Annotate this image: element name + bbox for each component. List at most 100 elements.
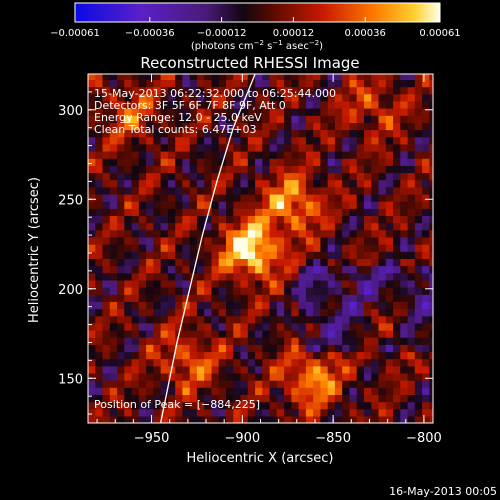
heatmap-cell — [138, 129, 147, 138]
heatmap-cell — [233, 179, 242, 188]
heatmap-cell — [334, 372, 343, 381]
heatmap-cell — [95, 265, 104, 274]
heatmap-cell — [240, 122, 249, 131]
heatmap-cell — [313, 415, 322, 423]
heatmap-cell — [356, 415, 365, 423]
heatmap-cell — [269, 122, 278, 131]
heatmap-cell — [233, 344, 242, 353]
heatmap-cell — [182, 308, 191, 317]
heatmap-cell — [160, 193, 169, 202]
heatmap-cell — [102, 86, 111, 95]
heatmap-cell — [204, 108, 213, 116]
heatmap-cell — [407, 272, 416, 281]
heatmap-cell — [269, 265, 278, 274]
heatmap-cell — [88, 165, 96, 174]
heatmap-cell — [196, 79, 205, 88]
heatmap-cell — [291, 351, 300, 360]
heatmap-cell — [153, 143, 162, 152]
heatmap-cell — [305, 129, 314, 138]
heatmap-cell — [124, 258, 133, 267]
heatmap-cell — [393, 351, 401, 360]
heatmap-cell — [305, 337, 314, 345]
heatmap-cell — [218, 143, 227, 152]
heatmap-cell — [298, 244, 307, 252]
heatmap-cell — [88, 201, 96, 209]
heatmap-cell — [356, 365, 365, 374]
heatmap-cell — [88, 158, 96, 166]
heatmap-cell — [247, 351, 256, 360]
heatmap-cell — [196, 100, 205, 109]
heatmap-cell — [349, 143, 358, 152]
heatmap-cell — [189, 315, 198, 324]
heatmap-cell — [298, 265, 307, 274]
heatmap-cell — [422, 74, 430, 80]
heatmap-cell — [407, 222, 416, 231]
heatmap-cell — [95, 229, 104, 238]
heatmap-cell — [291, 193, 300, 202]
y-tick-label: 200 — [58, 283, 83, 298]
heatmap-cell — [109, 151, 118, 159]
heatmap-cell — [356, 179, 365, 188]
heatmap-cell — [298, 251, 307, 259]
heatmap-cell — [313, 387, 322, 395]
heatmap-cell — [138, 258, 147, 267]
heatmap-cell — [320, 108, 329, 116]
heatmap-cell — [276, 322, 285, 331]
heatmap-cell — [109, 294, 118, 302]
heatmap-cell — [298, 122, 307, 131]
heatmap-cell — [284, 79, 292, 88]
heatmap-cell — [284, 315, 292, 324]
heatmap-cell — [102, 315, 111, 324]
heatmap-cell — [146, 229, 154, 238]
heatmap-cell — [233, 279, 242, 288]
heatmap-cell — [385, 265, 394, 274]
heatmap-cell — [393, 344, 401, 353]
heatmap-cell — [160, 100, 169, 109]
colorbar-unit-label: (photons cm−2 s−1 asec−2) — [191, 39, 323, 52]
heatmap-cell — [334, 151, 343, 159]
heatmap-cell — [240, 136, 249, 145]
heatmap-cell — [327, 415, 336, 423]
heatmap-cell — [233, 415, 242, 423]
heatmap-cell — [204, 215, 213, 224]
heatmap-cell — [117, 329, 125, 338]
heatmap-cell — [414, 136, 423, 145]
heatmap-cell — [218, 294, 227, 302]
heatmap-cell — [364, 136, 372, 145]
heatmap-cell — [138, 74, 147, 80]
heatmap-cell — [364, 93, 372, 102]
heatmap-cell — [393, 222, 401, 231]
heatmap-cell — [356, 122, 365, 131]
heatmap-cell — [204, 294, 213, 302]
heatmap-cell — [240, 236, 249, 245]
heatmap-cell — [117, 294, 125, 302]
heatmap-cell — [364, 251, 372, 259]
heatmap-cell — [153, 337, 162, 345]
heatmap-cell — [160, 129, 169, 138]
heatmap-cell — [385, 415, 394, 423]
heatmap-cell — [371, 279, 380, 288]
heatmap-cell — [407, 129, 416, 138]
heatmap-cell — [167, 279, 176, 288]
heatmap-cell — [160, 344, 169, 353]
heatmap-cell — [284, 74, 292, 80]
heatmap-cell — [313, 258, 322, 267]
heatmap-cell — [356, 136, 365, 145]
heatmap-cell — [175, 158, 184, 166]
heatmap-cell — [334, 258, 343, 267]
heatmap-cell — [400, 186, 409, 195]
heatmap-cell — [400, 201, 409, 209]
heatmap-cell — [313, 151, 322, 159]
heatmap-cell — [284, 337, 292, 345]
heatmap-cell — [182, 100, 191, 109]
heatmap-cell — [124, 143, 133, 152]
heatmap-cell — [349, 136, 358, 145]
heatmap-cell — [109, 415, 118, 423]
heatmap-cell — [276, 122, 285, 131]
heatmap-cell — [305, 151, 314, 159]
heatmap-cell — [146, 108, 154, 116]
heatmap-cell — [153, 294, 162, 302]
heatmap-cell — [88, 401, 96, 410]
heatmap-cell — [349, 358, 358, 367]
heatmap-cell — [95, 93, 104, 102]
